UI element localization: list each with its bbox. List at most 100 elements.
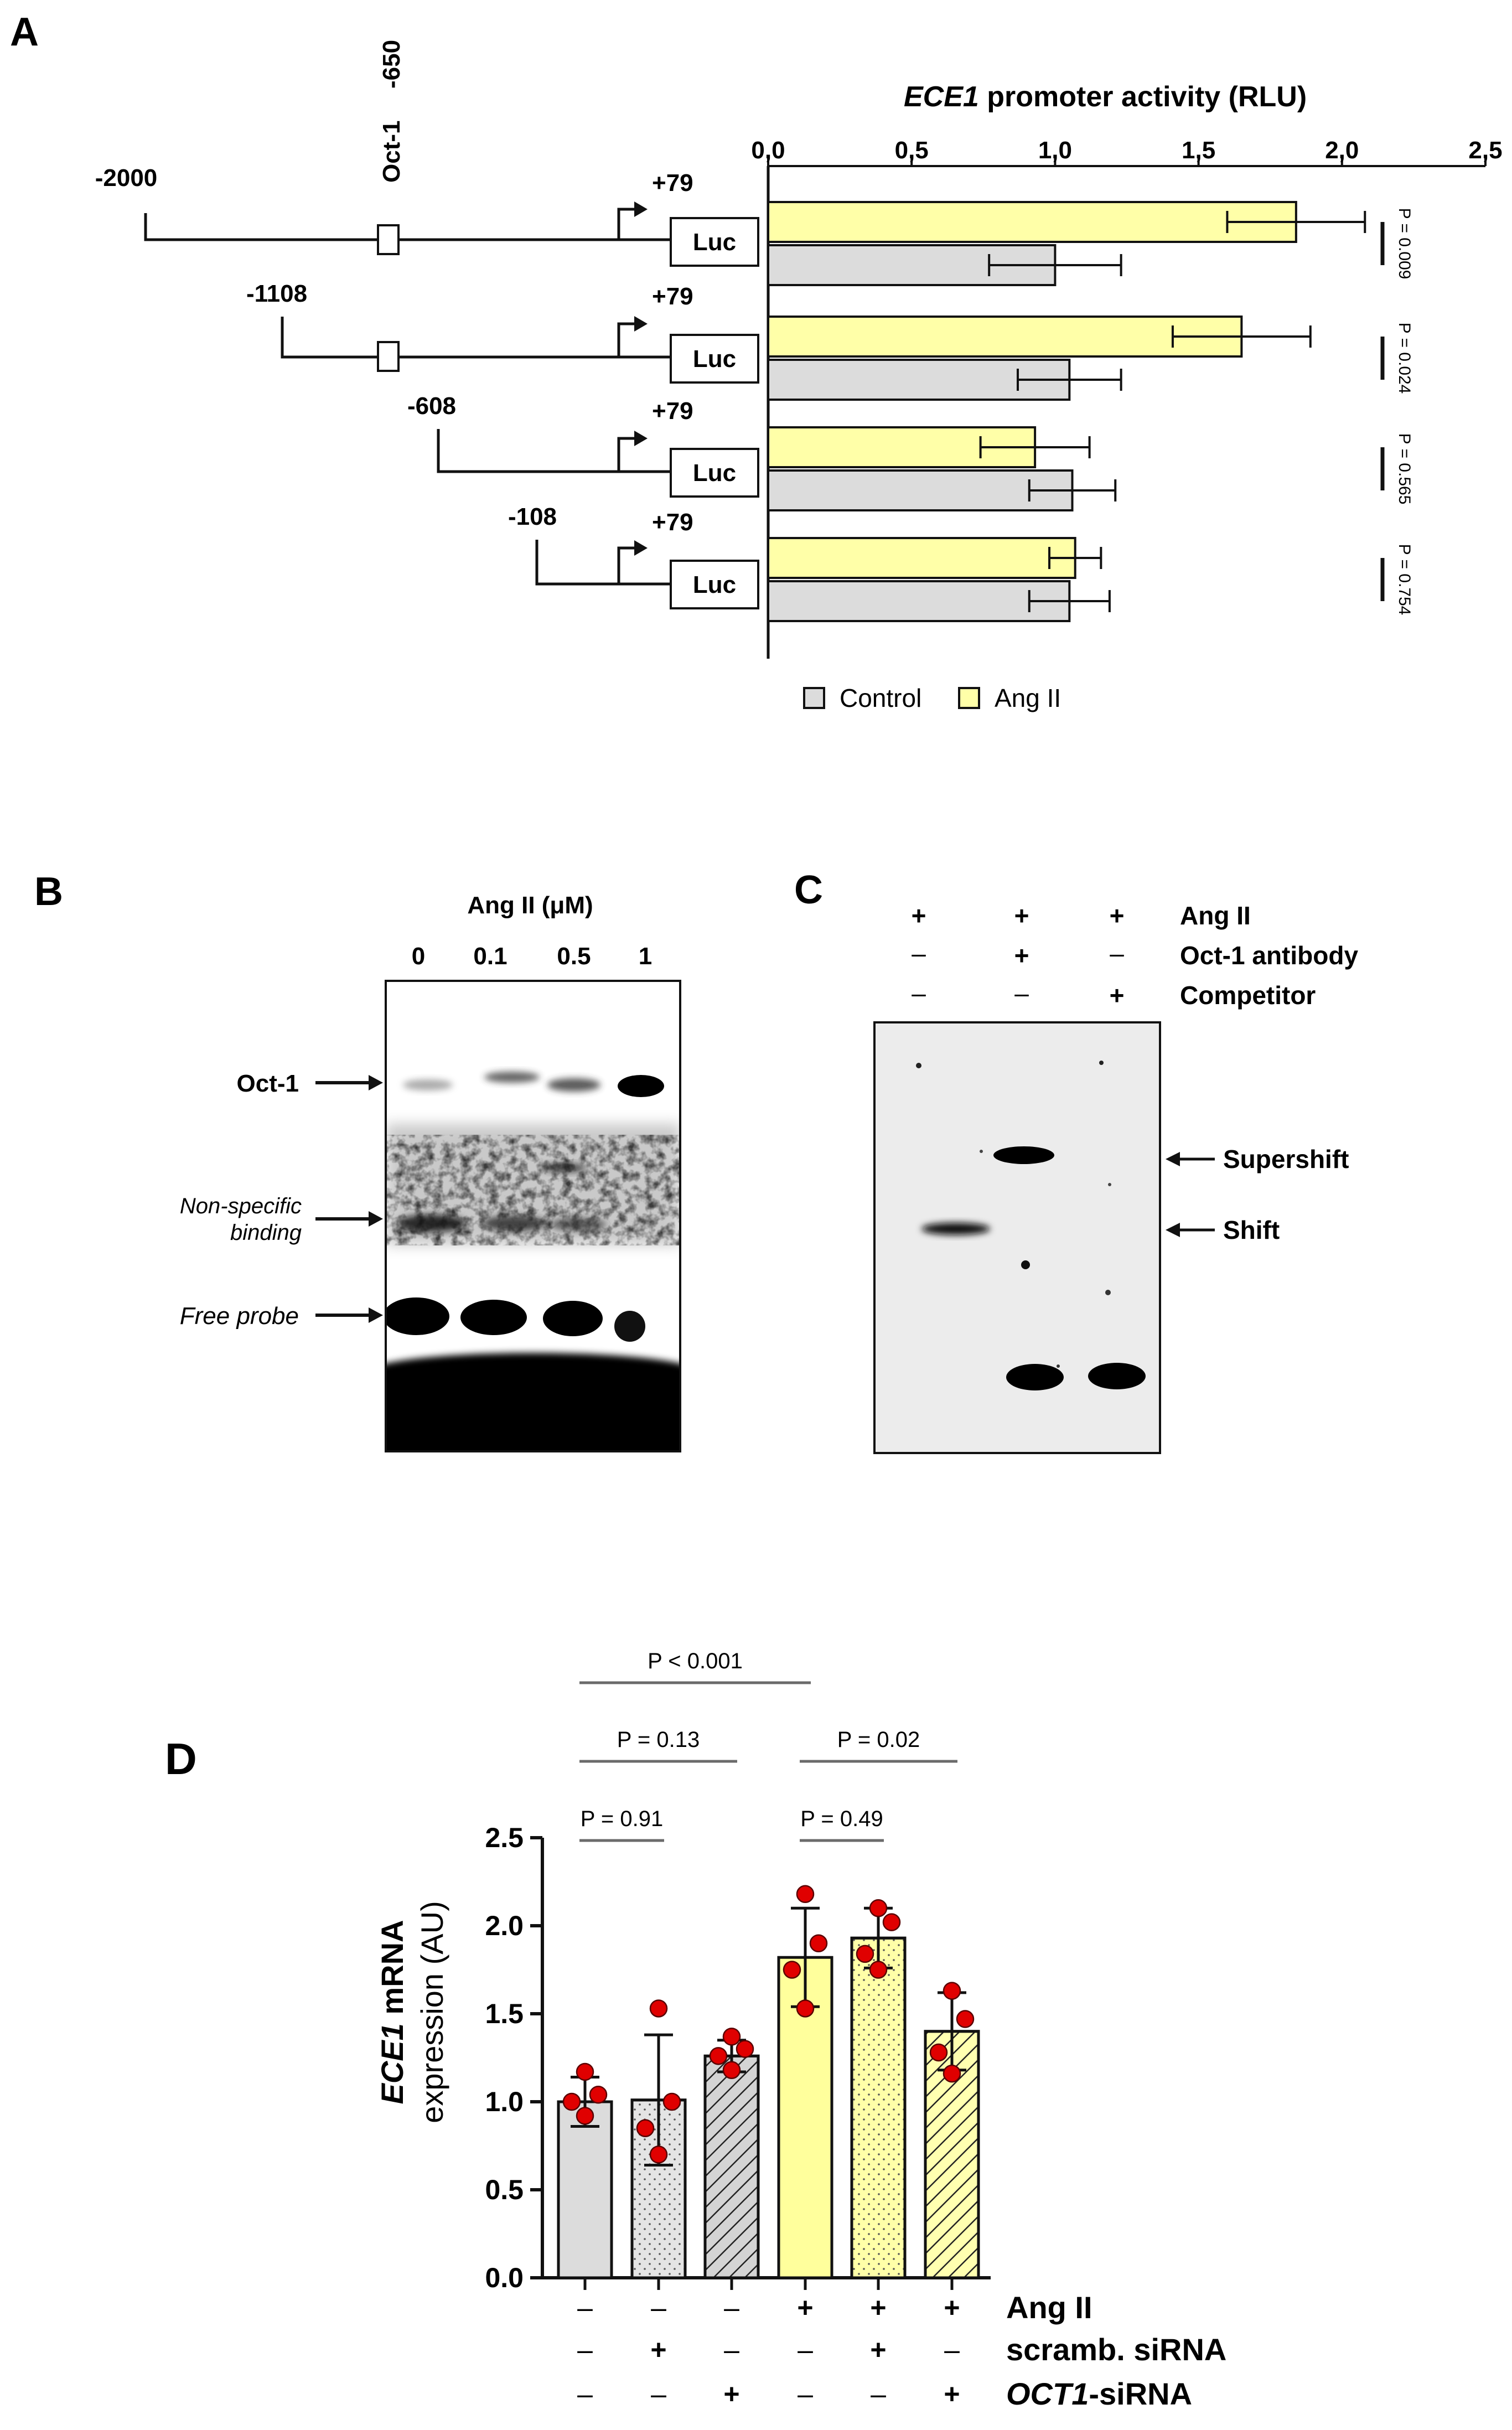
gel-b-header: Ang II (μM) <box>467 892 593 919</box>
condition-mark: – <box>577 2379 593 2410</box>
band-label-nonspecific-1: Non-specific <box>180 1194 302 1218</box>
chart-d-ylabel-rest: mRNA <box>375 1920 410 2024</box>
y-tick-label: 2.5 <box>485 1822 524 1853</box>
label-supershift: Supershift <box>1223 1145 1349 1173</box>
y-tick-label: 1.5 <box>485 1998 524 2029</box>
gel-c-conditions: + + + Ang II – + – Oct-1 antibody – – + … <box>912 901 1359 1010</box>
bar-control <box>767 469 1074 511</box>
x-tick-label: 2,5 <box>1468 137 1502 164</box>
x-tick-label: 1,5 <box>1182 137 1215 164</box>
cond-mark: – <box>912 979 926 1007</box>
p-value-label: P = 0.13 <box>617 1728 700 1752</box>
bar-angii <box>767 201 1297 243</box>
p-value-label: P = 0.49 <box>800 1807 883 1831</box>
lane-label: 0.1 <box>473 943 507 970</box>
tss-arrow <box>617 437 635 472</box>
data-point <box>956 2010 975 2028</box>
cond-label: Competitor <box>1180 981 1316 1010</box>
y-tick-label: 0.0 <box>485 2262 524 2293</box>
condition-mark: – <box>798 2379 813 2410</box>
lane-label: 0 <box>412 943 425 970</box>
luc-label: Luc <box>693 459 736 487</box>
tss-label: +79 <box>652 169 693 197</box>
lane-label: 0.5 <box>557 943 591 970</box>
tss-label: +79 <box>652 397 693 425</box>
band-label-oct1: Oct-1 <box>237 1070 299 1097</box>
condition-mark: – <box>724 2292 739 2323</box>
chart-d-ylabel-gene: ECE1 <box>375 2023 410 2104</box>
panel-c-letter: C <box>794 868 823 912</box>
construct-start-label: -1108 <box>246 280 307 307</box>
data-point <box>562 2092 581 2111</box>
condition-mark: + <box>650 2334 666 2365</box>
condition-mark: – <box>798 2334 813 2365</box>
cond-mark: – <box>912 939 926 968</box>
condition-mark: + <box>944 2292 960 2323</box>
construct-line <box>535 540 671 586</box>
oct1-site-box <box>377 224 400 255</box>
luc-box <box>670 334 759 384</box>
data-point <box>929 2043 948 2062</box>
y-tick-label: 0.5 <box>485 2174 524 2205</box>
condition-mark: + <box>944 2379 960 2410</box>
tss-label: +79 <box>652 509 693 536</box>
data-point <box>576 2107 594 2125</box>
condition-mark: – <box>651 2292 666 2323</box>
condition-label: OCT1-siRNA <box>1006 2376 1192 2411</box>
chart-a-legend: Control Ang II <box>803 684 1061 712</box>
data-point <box>882 1913 901 1931</box>
data-point <box>709 2047 728 2065</box>
luc-box <box>670 448 759 498</box>
bar-pattern <box>703 2054 760 2279</box>
cond-mark: + <box>1014 941 1029 970</box>
x-tick-label: 0,5 <box>895 137 929 164</box>
oct1-site-label: Oct-1 <box>378 121 405 183</box>
tss-arrow-head <box>634 431 648 446</box>
data-point <box>722 2061 741 2080</box>
oct1-position-label: -650 <box>378 40 405 89</box>
legend-swatch-control <box>803 687 825 709</box>
luc-label: Luc <box>693 345 736 373</box>
data-point <box>636 2119 655 2137</box>
construct-line <box>437 429 671 473</box>
data-point <box>589 2086 608 2104</box>
arrow-head-shift <box>1166 1223 1180 1237</box>
cond-mark: + <box>1014 901 1029 930</box>
gel-c-image <box>874 1022 1160 1453</box>
construct-start-label: -608 <box>407 392 456 420</box>
cond-mark: + <box>1110 981 1125 1010</box>
tss-arrow <box>617 322 635 357</box>
p-value-label: P = 0.565 <box>1395 433 1413 505</box>
oct1-site-box <box>377 341 400 372</box>
p-value-label: P = 0.009 <box>1395 208 1413 280</box>
condition-label: Ang II <box>1006 2290 1092 2325</box>
condition-mark: – <box>944 2334 960 2365</box>
arrow-head-oct1 <box>369 1075 383 1090</box>
gel-b-frame <box>385 980 681 1452</box>
luc-box <box>670 560 759 609</box>
cond-label: Ang II <box>1180 901 1251 930</box>
data-point <box>722 2028 741 2046</box>
gel-c-frame <box>873 1021 1161 1454</box>
legend-swatch-angii <box>958 687 980 709</box>
chart-d-ylabel: ECE1 mRNA <box>375 1920 410 2105</box>
cond-mark: – <box>1014 979 1029 1007</box>
construct-line <box>281 317 671 359</box>
x-tick-label: 2,0 <box>1325 137 1359 164</box>
luc-box <box>670 217 759 267</box>
tss-label: +79 <box>652 283 693 310</box>
chart-a-title-rest: promoter activity (RLU) <box>979 81 1307 113</box>
data-point <box>809 1934 828 1953</box>
data-point <box>736 2040 754 2058</box>
data-point <box>796 1999 815 2018</box>
panel-a: A -2000 +79 Luc -1108 +79 Luc -608 <box>10 10 1503 712</box>
p-value-label: P = 0.754 <box>1395 544 1413 616</box>
data-point <box>943 2064 961 2083</box>
luc-label: Luc <box>693 229 736 256</box>
x-tick-label: 1,0 <box>1038 137 1072 164</box>
condition-mark: – <box>871 2379 886 2410</box>
data-point <box>856 1945 874 1963</box>
gel-b-arrows <box>315 1075 383 1323</box>
bar-control <box>767 244 1057 286</box>
